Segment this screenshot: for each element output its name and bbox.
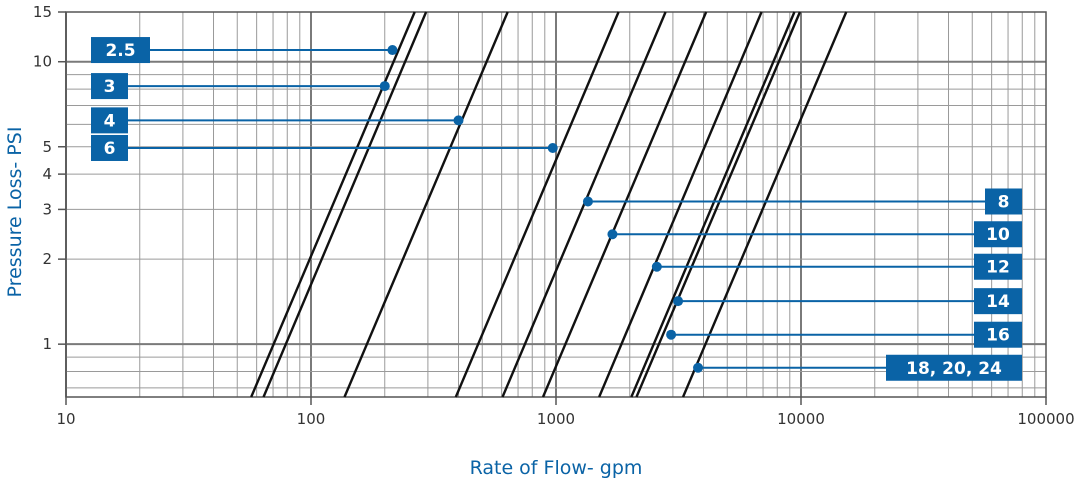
y-axis-label: Pressure Loss- PSI [4,127,26,298]
flow-curve-2-5 [250,11,416,398]
size-badge-18-20-24 [886,354,1022,381]
marker-dot-10 [607,229,618,240]
marker-dot-8 [582,196,593,207]
size-badge-6 [91,134,128,161]
size-label-16: 16 [986,326,1010,346]
marker-dot-12 [651,261,662,272]
marker-dot-16 [666,329,677,340]
x-tick-label: 100 [297,410,326,428]
size-badge-3 [91,73,128,100]
flow-curve-3 [262,11,428,398]
flow-curves [250,11,848,398]
y-tick-label: 3 [42,200,52,218]
grid [65,12,1046,397]
x-tick-label: 1000 [537,410,575,428]
y-tick-label: 4 [42,165,52,183]
size-badge-8 [985,188,1022,215]
size-badge-10 [974,221,1022,248]
y-tick-label: 2 [42,250,52,268]
marker-dot-18-20-24 [693,362,704,373]
size-labels: 2.5 3 4 6 8 10 12 14 16 18, 20, 24 [91,37,1022,381]
marker-dot-14 [673,296,684,307]
marker-dot-6 [547,142,558,153]
size-label-4: 4 [104,111,116,131]
size-label-12: 12 [986,258,1010,278]
flow-curve-10 [541,11,708,398]
marker-dot-2-5 [387,45,398,56]
size-badge-16 [974,321,1022,348]
size-badge-2-5 [91,37,150,64]
y-axis-ticks: 15 10 5 4 3 2 1 [33,3,66,353]
flow-curve-4 [343,11,509,398]
x-tick-label: 10 [56,410,75,428]
size-label-10: 10 [986,225,1010,245]
size-label-18-20-24: 18, 20, 24 [906,359,1002,379]
size-badge-12 [974,253,1022,280]
y-tick-label: 15 [33,3,52,21]
size-label-14: 14 [986,292,1010,312]
y-tick-label: 10 [33,53,52,71]
flow-curve-12 [598,11,763,398]
size-label-8: 8 [998,192,1010,212]
flow-curve-14 [630,11,796,398]
size-badge-14 [974,288,1022,315]
x-axis-ticks: 10 100 1000 10000 100000 [56,397,1075,428]
y-tick-label: 5 [42,138,52,156]
flow-curve-16 [635,11,802,398]
x-axis-label: Rate of Flow- gpm [470,457,643,479]
size-label-6: 6 [104,139,116,159]
flow-curve-6 [454,11,620,398]
size-label-2-5: 2.5 [105,41,135,61]
x-tick-label: 100000 [1017,410,1074,428]
marker-dot-3 [379,81,390,92]
size-label-3: 3 [104,77,116,97]
marker-dot-4 [453,115,464,126]
size-badge-4 [91,107,128,134]
flow-curve-18-20-24 [681,11,848,398]
x-tick-label: 10000 [777,410,825,428]
y-tick-label: 1 [42,335,52,353]
